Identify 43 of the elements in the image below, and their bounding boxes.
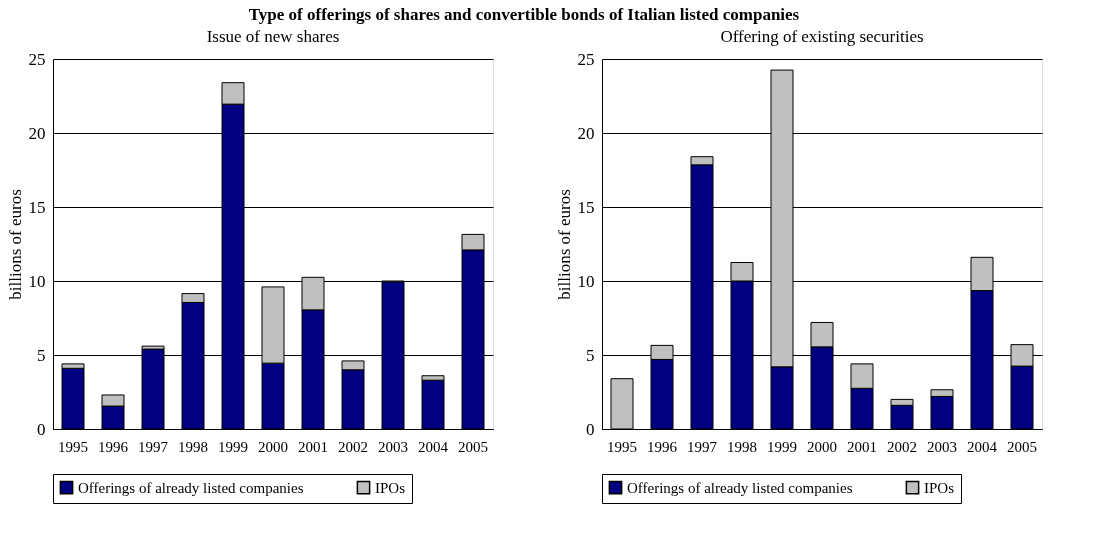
chart-title: Type of offerings of shares and convertible bonds of Italian listed companies bbox=[248, 4, 800, 24]
legend-label: IPOs bbox=[375, 479, 406, 496]
y-tick-label: 0 bbox=[586, 419, 595, 439]
x-tick-label: 2003 bbox=[378, 438, 408, 455]
y-axis-title: billions of euros bbox=[554, 189, 574, 300]
y-tick-label: 25 bbox=[28, 49, 46, 69]
y-tick-label: 5 bbox=[37, 345, 46, 365]
y-tick-label: 10 bbox=[577, 271, 595, 291]
chart-subtitle: Offering of existing securities bbox=[720, 27, 924, 46]
chart-subtitle: Issue of new shares bbox=[206, 27, 340, 46]
y-tick-label: 20 bbox=[577, 123, 595, 143]
y-tick-label: 20 bbox=[28, 123, 46, 143]
y-tick-label: 10 bbox=[28, 271, 46, 291]
x-tick-label: 2005 bbox=[458, 438, 488, 455]
x-tick-label: 1999 bbox=[218, 438, 248, 455]
y-tick-label: 15 bbox=[28, 197, 46, 217]
x-tick-label: 2001 bbox=[847, 438, 877, 455]
y-tick-label: 0 bbox=[37, 419, 46, 439]
x-tick-label: 2000 bbox=[258, 438, 288, 455]
y-tick-label: 5 bbox=[586, 345, 595, 365]
legend-label: Offerings of already listed companies bbox=[627, 479, 853, 496]
y-tick-label: 25 bbox=[577, 49, 595, 69]
x-tick-label: 1998 bbox=[727, 438, 757, 455]
x-tick-label: 2004 bbox=[418, 438, 449, 455]
x-tick-label: 1997 bbox=[138, 438, 169, 455]
x-tick-label: 1996 bbox=[98, 438, 129, 455]
y-axis-title: billions of euros bbox=[5, 189, 25, 300]
x-tick-label: 1995 bbox=[58, 438, 88, 455]
x-tick-label: 2003 bbox=[927, 438, 957, 455]
x-tick-label: 2000 bbox=[807, 438, 837, 455]
x-tick-label: 1998 bbox=[178, 438, 208, 455]
y-tick-label: 15 bbox=[577, 197, 595, 217]
x-tick-label: 1995 bbox=[607, 438, 637, 455]
x-tick-label: 2002 bbox=[887, 438, 917, 455]
x-tick-label: 2002 bbox=[338, 438, 368, 455]
x-tick-label: 2001 bbox=[298, 438, 328, 455]
x-tick-label: 2005 bbox=[1007, 438, 1037, 455]
legend-label: Offerings of already listed companies bbox=[78, 479, 304, 496]
x-tick-label: 1996 bbox=[647, 438, 678, 455]
legend-label: IPOs bbox=[924, 479, 955, 496]
x-tick-label: 2004 bbox=[967, 438, 998, 455]
x-tick-label: 1999 bbox=[767, 438, 797, 455]
x-tick-label: 1997 bbox=[687, 438, 718, 455]
